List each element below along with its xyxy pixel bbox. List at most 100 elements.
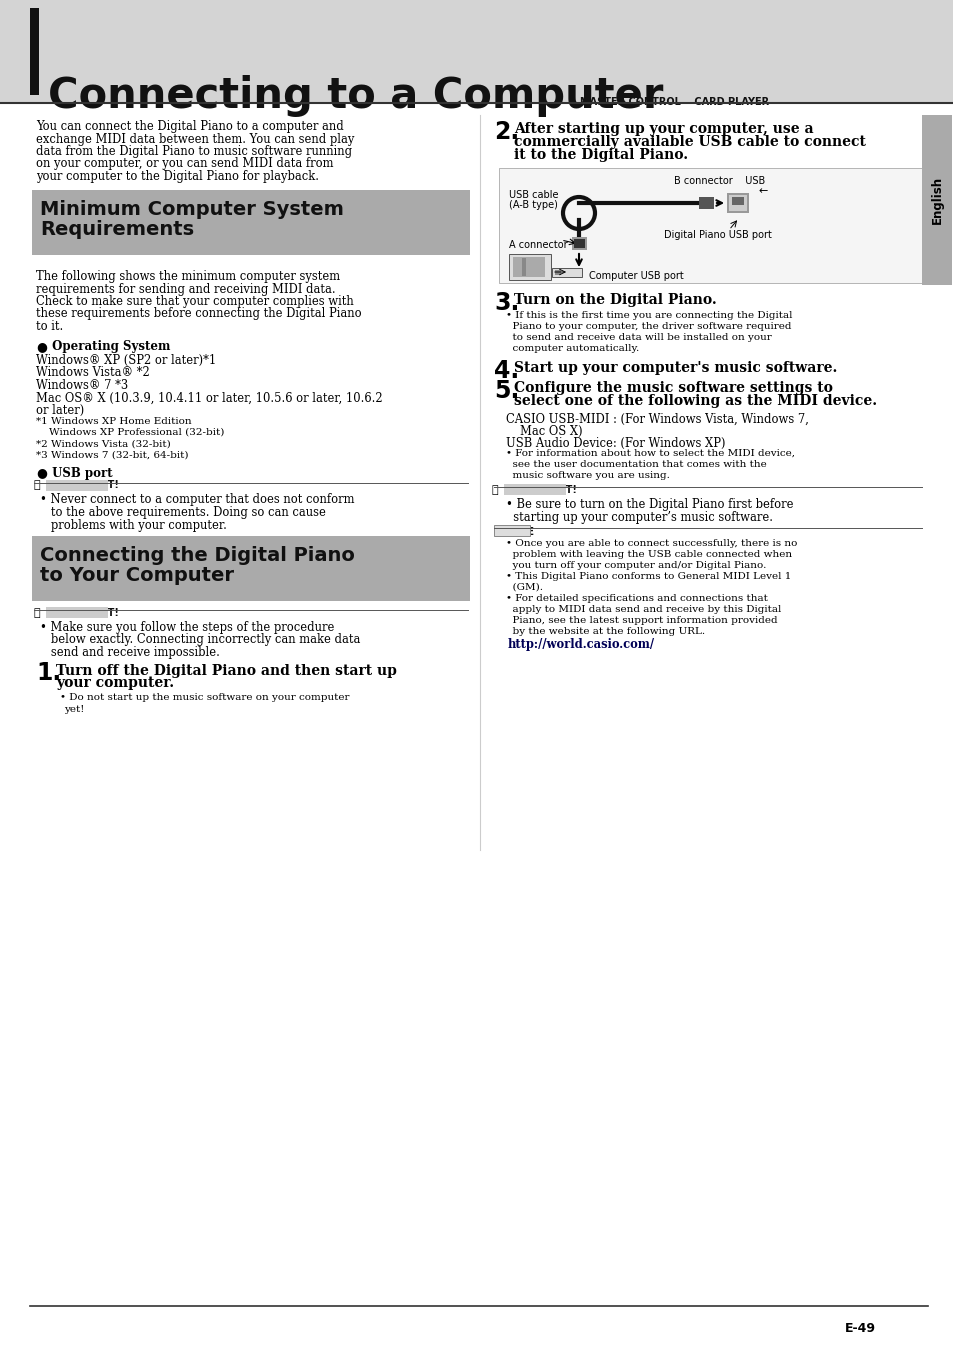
Text: Windows® 7 *3: Windows® 7 *3 (36, 379, 128, 391)
Text: Operating System: Operating System (48, 340, 171, 352)
Text: • For information about how to select the MIDI device,: • For information about how to select th… (505, 450, 794, 458)
Text: Mac OS X): Mac OS X) (519, 425, 582, 437)
Text: Minimum Computer System: Minimum Computer System (40, 200, 343, 219)
Text: music software you are using.: music software you are using. (505, 471, 669, 481)
Text: it to the Digital Piano.: it to the Digital Piano. (514, 148, 687, 162)
Text: Check to make sure that your computer complies with: Check to make sure that your computer co… (36, 296, 354, 308)
Bar (498, 167, 921, 284)
Bar (32, 536, 470, 601)
Bar (494, 525, 530, 536)
Text: • For detailed specifications and connections that: • For detailed specifications and connec… (505, 594, 767, 603)
Text: 👋: 👋 (34, 608, 41, 618)
Text: *3 Windows 7 (32-bit, 64-bit): *3 Windows 7 (32-bit, 64-bit) (36, 451, 189, 460)
Text: requirements for sending and receiving MIDI data.: requirements for sending and receiving M… (36, 282, 335, 296)
Bar (572, 238, 586, 250)
Text: data from the Digital Piano to music software running: data from the Digital Piano to music sof… (36, 144, 352, 158)
Text: you turn off your computer and/or Digital Piano.: you turn off your computer and/or Digita… (505, 562, 765, 570)
Text: on your computer, or you can send MIDI data from: on your computer, or you can send MIDI d… (36, 158, 334, 170)
Text: After starting up your computer, use a: After starting up your computer, use a (514, 122, 813, 136)
Text: problem with leaving the USB cable connected when: problem with leaving the USB cable conne… (505, 549, 791, 559)
Text: Windows® XP (SP2 or later)*1: Windows® XP (SP2 or later)*1 (36, 354, 216, 367)
Bar (552, 269, 581, 277)
Bar (726, 193, 748, 213)
Text: starting up your computer’s music software.: starting up your computer’s music softwa… (505, 510, 772, 524)
Text: apply to MIDI data send and receive by this Digital: apply to MIDI data send and receive by t… (505, 605, 781, 614)
Text: MASTER CONTROL    CARD PLAYER: MASTER CONTROL CARD PLAYER (579, 97, 768, 107)
Text: Piano to your computer, the driver software required: Piano to your computer, the driver softw… (505, 323, 791, 331)
Bar (503, 485, 565, 495)
Text: • Be sure to turn on the Digital Piano first before: • Be sure to turn on the Digital Piano f… (505, 498, 793, 512)
Text: USB cable: USB cable (509, 190, 558, 200)
Text: see the user documentation that comes with the: see the user documentation that comes wi… (505, 460, 766, 468)
Text: 3.: 3. (494, 292, 518, 315)
Text: to send and receive data will be installed on your: to send and receive data will be install… (505, 333, 771, 342)
Text: A connector: A connector (509, 240, 567, 250)
Text: Configure the music software settings to: Configure the music software settings to (514, 381, 832, 396)
Text: *2 Windows Vista (32-bit): *2 Windows Vista (32-bit) (36, 440, 171, 448)
Text: 5.: 5. (494, 379, 518, 404)
Bar (46, 608, 108, 618)
Text: commercially available USB cable to connect: commercially available USB cable to conn… (514, 135, 865, 148)
Text: • Never connect to a computer that does not conform: • Never connect to a computer that does … (40, 494, 355, 506)
Bar (46, 479, 108, 490)
Text: • If this is the first time you are connecting the Digital: • If this is the first time you are conn… (505, 310, 792, 320)
Text: • This Digital Piano conforms to General MIDI Level 1: • This Digital Piano conforms to General… (505, 572, 791, 580)
Text: ●: ● (36, 467, 47, 479)
Bar (513, 256, 544, 277)
Text: IMPORTANT!: IMPORTANT! (47, 608, 119, 618)
Text: B connector    USB: B connector USB (673, 176, 764, 186)
Bar (30, 8, 39, 94)
Text: Computer USB port: Computer USB port (588, 271, 683, 281)
Text: Start up your computer's music software.: Start up your computer's music software. (514, 360, 837, 375)
Text: • Do not start up the music software on your computer: • Do not start up the music software on … (60, 694, 349, 702)
Text: http://world.casio.com/: http://world.casio.com/ (507, 639, 655, 651)
Text: your computer to the Digital Piano for playback.: your computer to the Digital Piano for p… (36, 170, 318, 184)
Bar (521, 258, 525, 275)
Text: 👋: 👋 (34, 481, 41, 490)
Text: Piano, see the latest support information provided: Piano, see the latest support informatio… (505, 616, 777, 625)
Bar (731, 197, 743, 205)
Text: by the website at the following URL.: by the website at the following URL. (505, 626, 704, 636)
Text: Digital Piano USB port: Digital Piano USB port (663, 230, 771, 240)
Text: below exactly. Connecting incorrectly can make data: below exactly. Connecting incorrectly ca… (40, 633, 360, 647)
Text: 1.: 1. (36, 662, 61, 686)
Bar (32, 190, 470, 255)
Bar (728, 194, 746, 211)
Text: IMPORTANT!: IMPORTANT! (47, 481, 119, 490)
Text: Mac OS® X (10.3.9, 10.4.11 or later, 10.5.6 or later, 10.6.2: Mac OS® X (10.3.9, 10.4.11 or later, 10.… (36, 392, 382, 405)
Text: to the above requirements. Doing so can cause: to the above requirements. Doing so can … (40, 506, 326, 518)
Text: (A-B type): (A-B type) (509, 200, 558, 211)
Bar (574, 239, 584, 248)
Text: CASIO USB-MIDI : (For Windows Vista, Windows 7,: CASIO USB-MIDI : (For Windows Vista, Win… (505, 413, 808, 427)
Text: problems with your computer.: problems with your computer. (40, 518, 227, 532)
Text: E-49: E-49 (844, 1322, 875, 1335)
Text: to Your Computer: to Your Computer (40, 566, 233, 585)
Text: Windows Vista® *2: Windows Vista® *2 (36, 366, 150, 379)
Text: • Make sure you follow the steps of the procedure: • Make sure you follow the steps of the … (40, 621, 334, 634)
Text: You can connect the Digital Piano to a computer and: You can connect the Digital Piano to a c… (36, 120, 343, 134)
Bar (921, 115, 951, 285)
Text: ⓘ NOTE: ⓘ NOTE (495, 526, 534, 536)
Text: send and receive impossible.: send and receive impossible. (40, 647, 219, 659)
Text: Windows XP Professional (32-bit): Windows XP Professional (32-bit) (36, 428, 224, 437)
Text: yet!: yet! (64, 705, 84, 714)
Text: • Once you are able to connect successfully, there is no: • Once you are able to connect successfu… (505, 539, 797, 548)
Text: English: English (929, 176, 943, 224)
Text: 2.: 2. (494, 120, 518, 144)
Text: or later): or later) (36, 404, 84, 417)
Text: Turn on the Digital Piano.: Turn on the Digital Piano. (514, 293, 716, 306)
Text: these requirements before connecting the Digital Piano: these requirements before connecting the… (36, 308, 361, 320)
Text: exchange MIDI data between them. You can send play: exchange MIDI data between them. You can… (36, 132, 354, 146)
Text: USB port: USB port (48, 467, 112, 479)
Text: 4.: 4. (494, 359, 518, 383)
Text: 👋: 👋 (492, 485, 498, 495)
Bar (555, 270, 560, 275)
Text: Requirements: Requirements (40, 220, 193, 239)
Text: select one of the following as the MIDI device.: select one of the following as the MIDI … (514, 394, 876, 408)
Text: *1 Windows XP Home Edition: *1 Windows XP Home Edition (36, 417, 192, 425)
Text: Connecting the Digital Piano: Connecting the Digital Piano (40, 545, 355, 566)
Text: Connecting to a Computer: Connecting to a Computer (48, 76, 662, 117)
Text: Turn off the Digital Piano and then start up: Turn off the Digital Piano and then star… (56, 663, 396, 678)
Text: computer automatically.: computer automatically. (505, 344, 639, 352)
Text: (GM).: (GM). (505, 583, 542, 593)
